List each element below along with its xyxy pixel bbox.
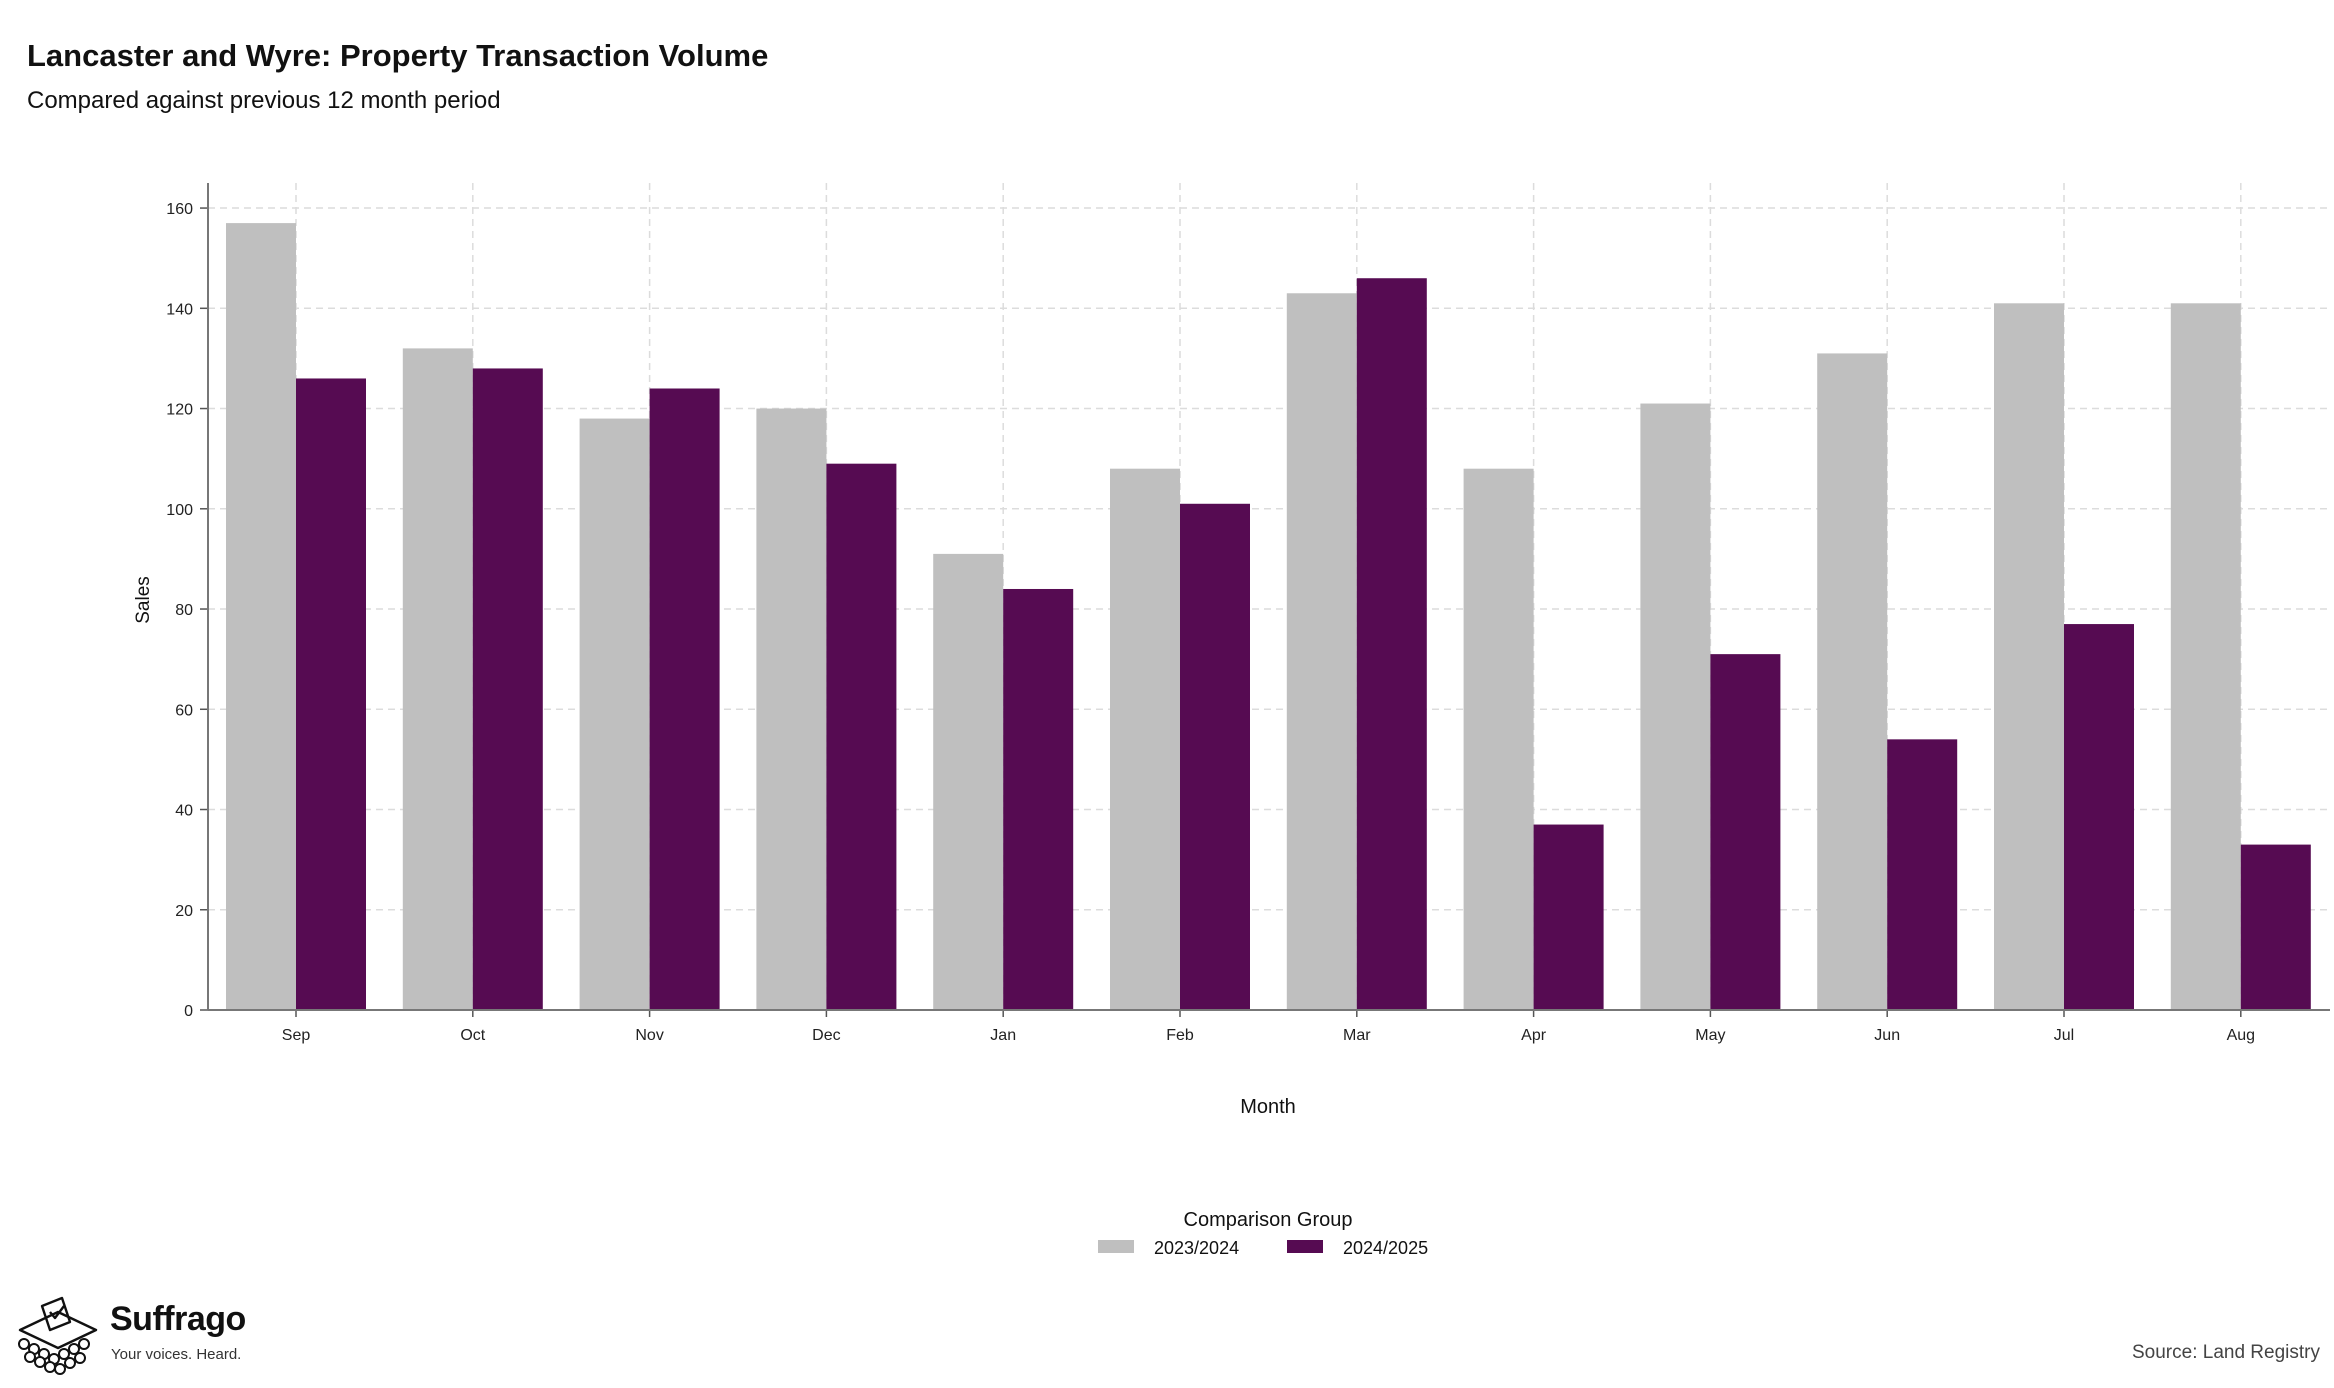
legend-label-2024-2025: 2024/2025 <box>1343 1238 1428 1258</box>
brand-logo: Suffrago Your voices. Heard. <box>14 1296 254 1376</box>
bar-2023-2024-jul <box>1994 303 2064 1011</box>
bar-2024-2025-may <box>1710 654 1781 1010</box>
bar-2023-2024-feb <box>1110 468 1180 1010</box>
x-tick-label-sep: Sep <box>282 1027 311 1044</box>
bar-2024-2025-mar <box>1356 278 1427 1010</box>
ballot-box-icon <box>18 1296 98 1375</box>
legend-swatch-2023-2024 <box>1098 1240 1134 1253</box>
x-tick-label-mar: Mar <box>1343 1027 1371 1044</box>
bar-2024-2025-jul <box>2064 624 2134 1010</box>
y-tick-label: 40 <box>175 803 193 820</box>
bar-2023-2024-apr <box>1463 468 1534 1010</box>
bar-2024-2025-aug <box>2240 844 2311 1010</box>
bar-2023-2024-jun <box>1817 353 1888 1010</box>
bar-2024-2025-oct <box>472 368 543 1010</box>
y-tick-label: 80 <box>175 602 193 619</box>
y-tick-label: 0 <box>184 1003 193 1020</box>
y-tick-label: 20 <box>175 903 193 920</box>
x-tick-label-aug: Aug <box>2227 1027 2255 1044</box>
x-tick-label-jun: Jun <box>1874 1027 1900 1044</box>
bar-2024-2025-nov <box>649 388 720 1011</box>
legend-swatch-2024-2025 <box>1287 1240 1323 1253</box>
x-axis-label: Month <box>1240 1096 1296 1118</box>
legend-title: Comparison Group <box>1184 1209 1353 1231</box>
bar-2023-2024-oct <box>402 348 473 1010</box>
bar-2023-2024-jan <box>933 553 1004 1010</box>
x-tick-label-feb: Feb <box>1166 1027 1194 1044</box>
bar-chart: 0 20 40 60 80 100 120 140 160 Sep Oct Nov Dec Jan Feb M… <box>133 183 2330 1258</box>
x-tick-label-jul: Jul <box>2054 1027 2074 1044</box>
chart-title: Lancaster and Wyre: Property Transaction… <box>27 38 769 73</box>
x-tick-label-jan: Jan <box>990 1027 1016 1044</box>
bar-2024-2025-jan <box>1003 588 1074 1010</box>
source-note: Source: Land Registry <box>2132 1342 2320 1363</box>
bar-2023-2024-aug <box>2170 303 2241 1011</box>
bar-2024-2025-dec <box>826 463 897 1010</box>
bar-2023-2024-dec <box>756 408 827 1011</box>
legend-label-2023-2024: 2023/2024 <box>1154 1238 1239 1258</box>
x-tick-label-dec: Dec <box>812 1027 840 1044</box>
x-tick-label-nov: Nov <box>635 1027 663 1044</box>
x-tick-label-may: May <box>1695 1027 1725 1044</box>
bar-2024-2025-jun <box>1887 739 1958 1010</box>
y-axis-label: Sales <box>133 576 154 624</box>
bar-2023-2024-mar <box>1286 293 1357 1010</box>
y-tick-label: 160 <box>166 201 193 218</box>
chart-subtitle: Compared against previous 12 month perio… <box>27 87 501 114</box>
bar-2023-2024-may <box>1640 403 1711 1010</box>
legend: Comparison Group 2023/2024 2024/2025 <box>1098 1209 1428 1258</box>
bars <box>226 223 2311 1011</box>
brand-name: Suffrago <box>110 1300 246 1338</box>
bar-2024-2025-apr <box>1533 824 1604 1010</box>
bar-2023-2024-sep <box>226 223 296 1010</box>
bar-2023-2024-nov <box>579 418 650 1010</box>
x-tick-label-apr: Apr <box>1521 1027 1547 1044</box>
x-tick-label-oct: Oct <box>460 1027 485 1044</box>
bar-2024-2025-sep <box>296 378 366 1010</box>
y-tick-label: 120 <box>166 402 193 419</box>
brand-tagline: Your voices. Heard. <box>111 1346 242 1363</box>
y-tick-label: 100 <box>166 502 193 519</box>
axes: 0 20 40 60 80 100 120 140 160 Sep Oct Nov Dec Jan Feb M… <box>166 183 2330 1044</box>
bar-2024-2025-feb <box>1180 503 1250 1010</box>
y-tick-label: 60 <box>175 702 193 719</box>
y-tick-label: 140 <box>166 301 193 318</box>
